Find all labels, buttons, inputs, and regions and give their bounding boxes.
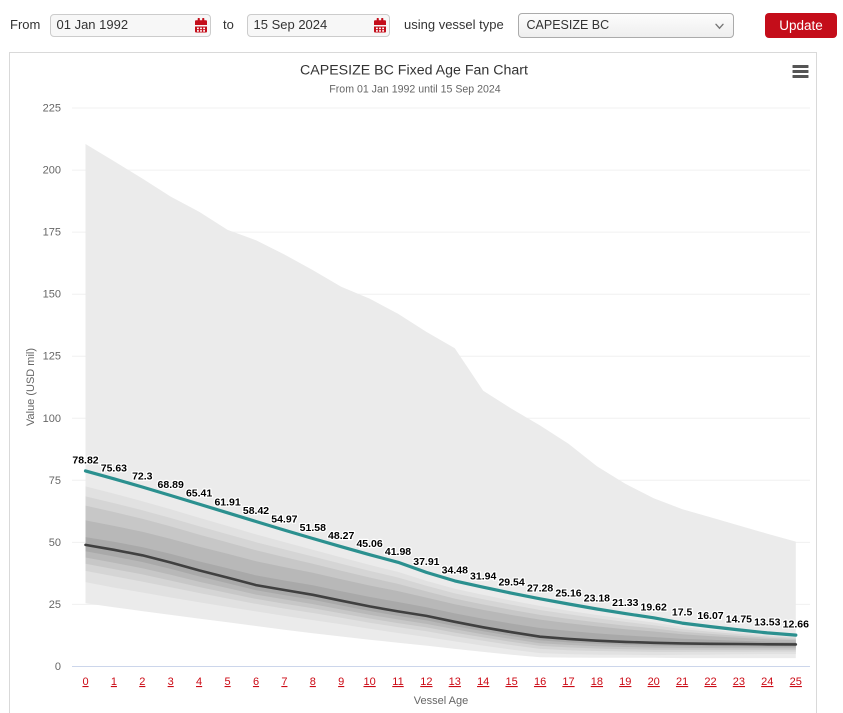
svg-text:29.54: 29.54 xyxy=(498,577,524,589)
svg-text:4: 4 xyxy=(196,676,202,688)
svg-text:31.94: 31.94 xyxy=(470,571,496,583)
svg-text:75.63: 75.63 xyxy=(101,462,127,474)
svg-text:41.98: 41.98 xyxy=(385,546,411,558)
svg-text:54.97: 54.97 xyxy=(271,514,297,526)
svg-text:58.42: 58.42 xyxy=(243,505,269,517)
svg-text:37.91: 37.91 xyxy=(413,556,439,568)
svg-text:100: 100 xyxy=(43,413,61,425)
svg-text:5: 5 xyxy=(225,676,231,688)
svg-text:9: 9 xyxy=(338,676,344,688)
svg-text:45.06: 45.06 xyxy=(356,538,382,550)
svg-text:2: 2 xyxy=(139,676,145,688)
svg-text:13: 13 xyxy=(449,676,461,688)
svg-text:50: 50 xyxy=(49,537,61,549)
svg-text:CAPESIZE BC Fixed Age Fan Char: CAPESIZE BC Fixed Age Fan Chart xyxy=(300,63,528,79)
svg-text:0: 0 xyxy=(82,676,88,688)
svg-text:10: 10 xyxy=(363,676,375,688)
svg-text:Value (USD mil): Value (USD mil) xyxy=(25,348,37,426)
svg-text:22: 22 xyxy=(704,676,716,688)
svg-text:17.5: 17.5 xyxy=(672,607,693,619)
svg-text:18: 18 xyxy=(591,676,603,688)
svg-text:23.18: 23.18 xyxy=(584,593,610,605)
svg-text:14.75: 14.75 xyxy=(726,613,752,625)
svg-text:14: 14 xyxy=(477,676,489,688)
svg-text:27.28: 27.28 xyxy=(527,582,553,594)
svg-text:78.82: 78.82 xyxy=(72,454,98,466)
svg-text:8: 8 xyxy=(310,676,316,688)
svg-text:25: 25 xyxy=(790,676,802,688)
svg-text:3: 3 xyxy=(168,676,174,688)
svg-text:34.48: 34.48 xyxy=(442,564,468,576)
svg-text:25: 25 xyxy=(49,599,61,611)
svg-text:68.89: 68.89 xyxy=(158,479,184,491)
svg-text:0: 0 xyxy=(55,661,61,673)
svg-text:16: 16 xyxy=(534,676,546,688)
svg-text:125: 125 xyxy=(43,351,61,363)
svg-text:150: 150 xyxy=(43,289,61,301)
svg-text:From 01 Jan 1992 until 15 Sep: From 01 Jan 1992 until 15 Sep 2024 xyxy=(329,84,500,96)
svg-text:24: 24 xyxy=(761,676,773,688)
svg-text:13.53: 13.53 xyxy=(754,616,780,628)
svg-text:75: 75 xyxy=(49,475,61,487)
svg-text:48.27: 48.27 xyxy=(328,530,354,542)
svg-text:Vessel Age: Vessel Age xyxy=(414,695,468,707)
svg-text:25.16: 25.16 xyxy=(555,588,581,600)
svg-text:12.66: 12.66 xyxy=(783,619,809,631)
svg-text:19.62: 19.62 xyxy=(641,601,667,613)
svg-text:7: 7 xyxy=(281,676,287,688)
svg-text:20: 20 xyxy=(648,676,660,688)
svg-text:1: 1 xyxy=(111,676,117,688)
svg-text:72.3: 72.3 xyxy=(132,471,153,483)
svg-text:23: 23 xyxy=(733,676,745,688)
svg-text:200: 200 xyxy=(43,165,61,177)
svg-text:16.07: 16.07 xyxy=(697,610,723,622)
svg-text:17: 17 xyxy=(562,676,574,688)
svg-text:51.58: 51.58 xyxy=(300,522,326,534)
svg-text:15: 15 xyxy=(505,676,517,688)
svg-text:61.91: 61.91 xyxy=(214,496,240,508)
svg-text:19: 19 xyxy=(619,676,631,688)
svg-text:175: 175 xyxy=(43,227,61,239)
svg-text:65.41: 65.41 xyxy=(186,488,212,500)
svg-text:225: 225 xyxy=(43,103,61,115)
svg-text:21.33: 21.33 xyxy=(612,597,638,609)
svg-text:21: 21 xyxy=(676,676,688,688)
svg-text:12: 12 xyxy=(420,676,432,688)
svg-text:11: 11 xyxy=(392,676,403,688)
svg-text:6: 6 xyxy=(253,676,259,688)
